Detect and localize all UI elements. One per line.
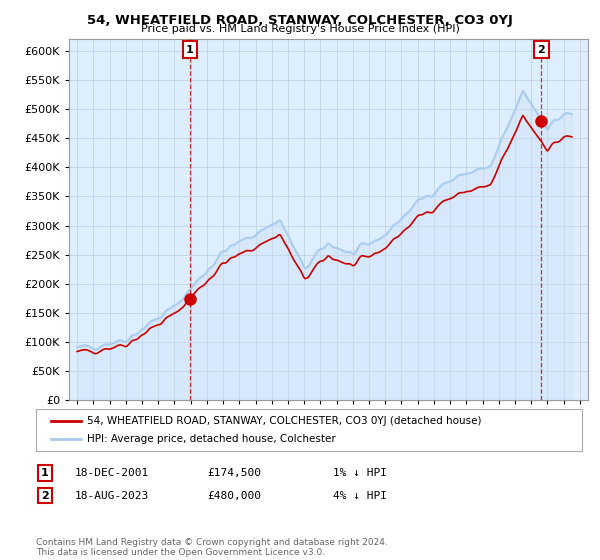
- Text: 1: 1: [186, 45, 194, 55]
- Text: 54, WHEATFIELD ROAD, STANWAY, COLCHESTER, CO3 0YJ (detached house): 54, WHEATFIELD ROAD, STANWAY, COLCHESTER…: [87, 416, 482, 426]
- Text: 54, WHEATFIELD ROAD, STANWAY, COLCHESTER, CO3 0YJ: 54, WHEATFIELD ROAD, STANWAY, COLCHESTER…: [87, 14, 513, 27]
- Text: 2: 2: [41, 491, 49, 501]
- Text: 18-AUG-2023: 18-AUG-2023: [75, 491, 149, 501]
- Text: 1% ↓ HPI: 1% ↓ HPI: [333, 468, 387, 478]
- Text: 2: 2: [538, 45, 545, 55]
- Text: 18-DEC-2001: 18-DEC-2001: [75, 468, 149, 478]
- Text: HPI: Average price, detached house, Colchester: HPI: Average price, detached house, Colc…: [87, 434, 336, 444]
- Text: 1: 1: [41, 468, 49, 478]
- Text: Price paid vs. HM Land Registry's House Price Index (HPI): Price paid vs. HM Land Registry's House …: [140, 24, 460, 34]
- Text: Contains HM Land Registry data © Crown copyright and database right 2024.
This d: Contains HM Land Registry data © Crown c…: [36, 538, 388, 557]
- Text: £480,000: £480,000: [207, 491, 261, 501]
- Text: 4% ↓ HPI: 4% ↓ HPI: [333, 491, 387, 501]
- Text: £174,500: £174,500: [207, 468, 261, 478]
